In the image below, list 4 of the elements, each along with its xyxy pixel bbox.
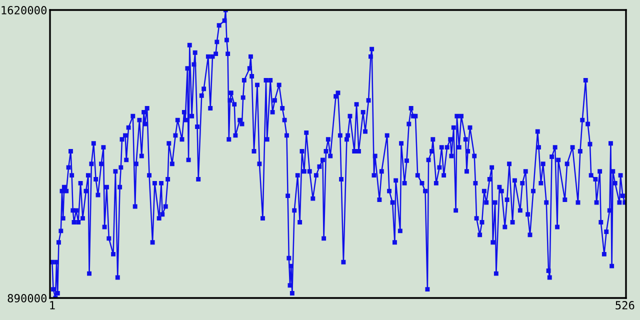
y-tick-label: 890000 xyxy=(8,294,47,302)
y-tick-label: 1620000 xyxy=(2,6,47,14)
x-tick-label: 526 xyxy=(616,301,634,310)
x-tick-label: 1 xyxy=(50,301,55,310)
